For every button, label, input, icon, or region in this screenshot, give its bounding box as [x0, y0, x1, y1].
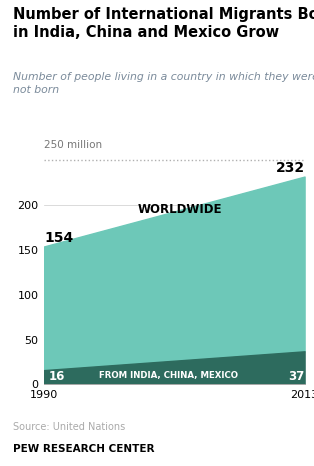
Text: Number of International Migrants Born
in India, China and Mexico Grow: Number of International Migrants Born in…: [13, 7, 314, 40]
Text: FROM INDIA, CHINA, MEXICO: FROM INDIA, CHINA, MEXICO: [99, 371, 238, 380]
Text: 250 million: 250 million: [44, 140, 102, 150]
Text: 154: 154: [44, 231, 73, 245]
Text: Number of people living in a country in which they were
not born: Number of people living in a country in …: [13, 72, 314, 95]
Text: Source: United Nations: Source: United Nations: [13, 422, 125, 432]
Text: 16: 16: [48, 370, 65, 383]
Text: WORLDWIDE: WORLDWIDE: [138, 203, 222, 216]
Text: 232: 232: [275, 161, 305, 175]
Text: 37: 37: [288, 370, 305, 383]
Text: PEW RESEARCH CENTER: PEW RESEARCH CENTER: [13, 444, 154, 453]
